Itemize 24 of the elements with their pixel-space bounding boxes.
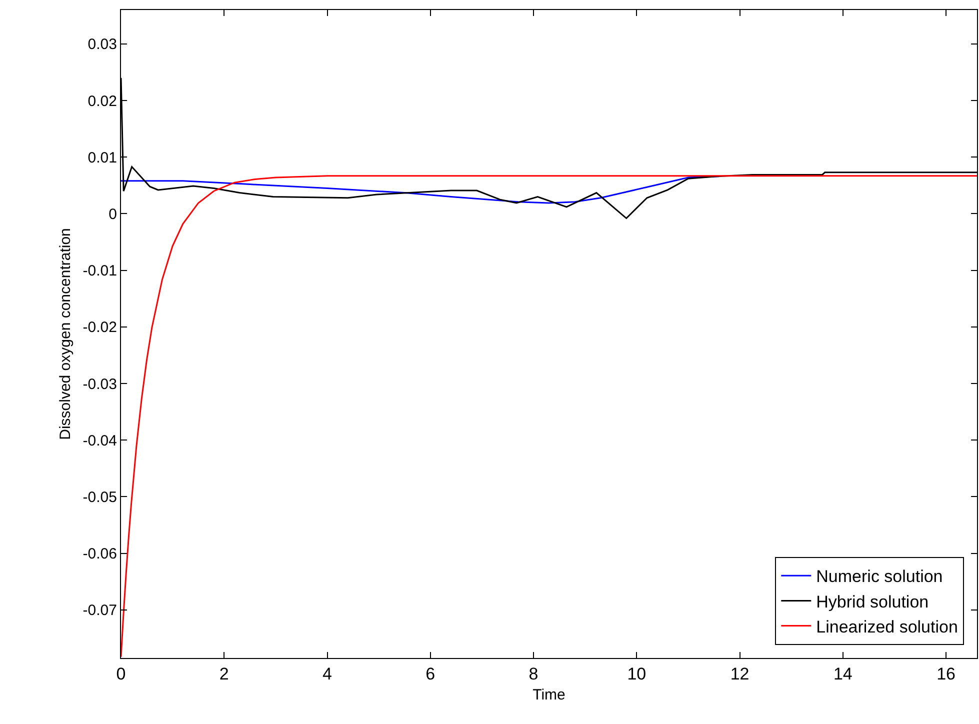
y-tick-label: -0.07 <box>82 602 117 620</box>
x-tick-label: 8 <box>528 664 538 684</box>
x-axis-title: Time <box>532 686 566 704</box>
x-tick-label: 10 <box>627 664 646 684</box>
y-tick-label: -0.03 <box>82 376 117 393</box>
x-tick-label: 6 <box>426 664 436 684</box>
legend-label: Hybrid solution <box>816 592 929 612</box>
legend-label: Numeric solution <box>816 567 943 586</box>
y-tick-label: -0.05 <box>82 488 117 506</box>
y-tick-label: 0.01 <box>88 149 117 166</box>
x-tick-label: 12 <box>730 664 750 684</box>
y-tick-label: -0.01 <box>82 262 117 280</box>
y-tick-label: 0 <box>108 206 117 223</box>
x-tick-label: 4 <box>322 664 332 684</box>
y-tick-label: 0.02 <box>88 92 117 110</box>
legend-label: Linearized solution <box>816 617 958 636</box>
y-axis-title: Dissolved oxygen concentration <box>57 228 74 440</box>
y-tick-label: -0.04 <box>82 432 117 450</box>
y-tick-label: -0.02 <box>82 319 117 336</box>
y-tick-label: 0.03 <box>88 36 117 54</box>
x-tick-label: 2 <box>219 664 229 684</box>
x-tick-label: 14 <box>833 664 852 684</box>
y-tick-label: -0.06 <box>82 546 117 563</box>
x-tick-label: 16 <box>936 664 956 684</box>
